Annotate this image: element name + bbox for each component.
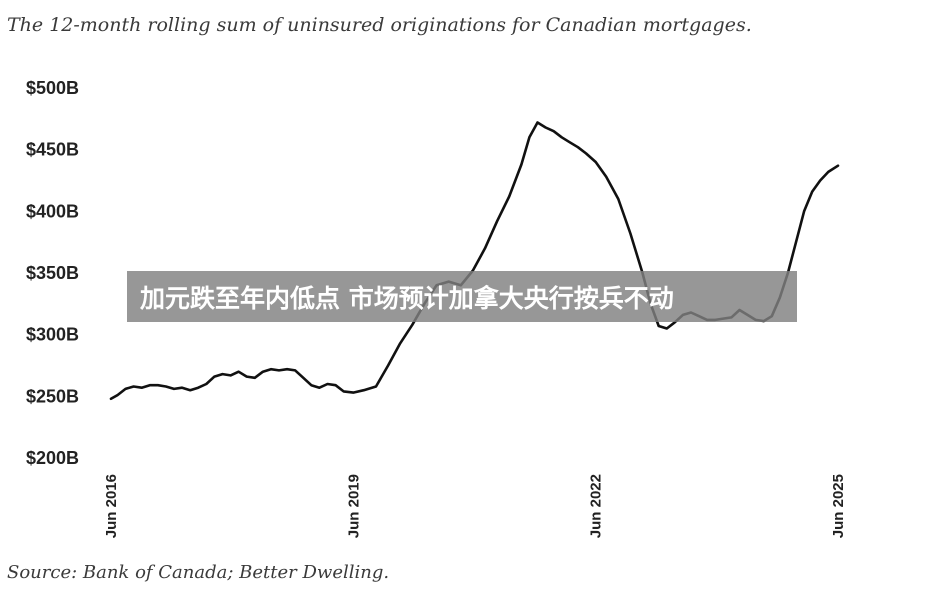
y-tick-label: $300B bbox=[26, 325, 79, 345]
x-tick-label: Jun 2016 bbox=[103, 474, 120, 538]
news-headline-banner: 加元跌至年内低点 市场预计加拿大央行按兵不动 bbox=[127, 271, 797, 322]
chart-title: The 12-month rolling sum of uninsured or… bbox=[7, 14, 752, 36]
chart-source: Source: Bank of Canada; Better Dwelling. bbox=[7, 562, 390, 583]
y-tick-label: $500B bbox=[26, 78, 79, 98]
y-tick-label: $400B bbox=[26, 201, 79, 221]
x-tick-label: Jun 2019 bbox=[345, 474, 362, 538]
x-tick-label: Jun 2025 bbox=[830, 474, 847, 538]
x-axis-ticks: Jun 2016 Jun 2019 Jun 2022 Jun 2025 bbox=[103, 474, 847, 538]
y-tick-label: $250B bbox=[26, 386, 79, 406]
y-tick-label: $200B bbox=[26, 448, 79, 468]
news-headline-text: 加元跌至年内低点 市场预计加拿大央行按兵不动 bbox=[140, 283, 674, 313]
x-tick-label: Jun 2022 bbox=[588, 474, 605, 538]
y-axis-ticks: $200B $250B $300B $350B $400B $450B $500B bbox=[26, 78, 79, 468]
y-tick-label: $350B bbox=[26, 263, 79, 283]
y-tick-label: $450B bbox=[26, 140, 79, 160]
series-line bbox=[109, 121, 840, 401]
